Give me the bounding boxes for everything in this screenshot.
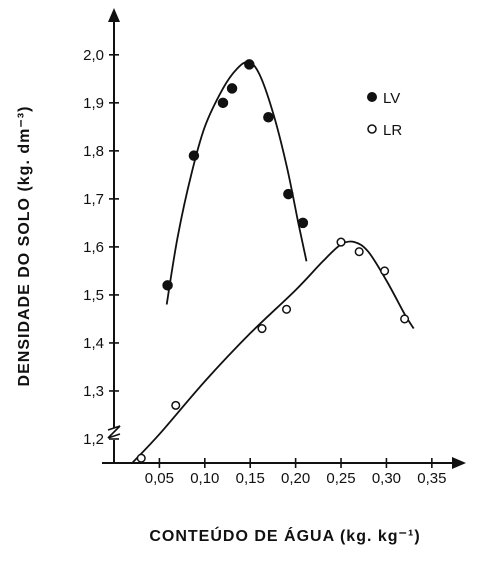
y-tick-label: 1,7 [83, 191, 104, 208]
fit-curve-lr [131, 240, 415, 464]
x-axis-title: CONTEÚDO DE ÁGUA (kg. kg⁻¹) [149, 526, 420, 545]
data-point-lr [354, 247, 364, 257]
legend-label-lv: LV [383, 90, 400, 107]
data-point-lv [162, 280, 173, 291]
data-point-lr [171, 400, 181, 410]
legend: LV LR [367, 90, 402, 139]
data-point-lr [336, 237, 346, 247]
x-axis-arrow [452, 457, 466, 469]
data-point-lv [297, 217, 309, 229]
x-tick-label: 0,20 [281, 470, 310, 487]
data-point-lr [380, 266, 390, 276]
y-tick-label: 1,3 [83, 383, 104, 400]
y-tick-label: 1,2 [83, 431, 104, 448]
data-point-lv [217, 97, 229, 109]
data-point-lr [281, 304, 292, 314]
y-tick-label: 1,4 [83, 335, 104, 352]
x-tick-label: 0,05 [145, 470, 174, 487]
x-tick-label: 0,30 [372, 470, 401, 487]
y-tick-label: 2,0 [83, 47, 104, 64]
data-point-lv [188, 150, 200, 161]
data-point-lr [136, 453, 146, 463]
legend-marker-lr [367, 124, 377, 134]
legend-label-lr: LR [383, 122, 402, 139]
axes [102, 8, 466, 469]
x-tick-label: 0,10 [190, 470, 219, 487]
fit-curves [131, 61, 415, 464]
y-tick-label: 1,6 [83, 239, 104, 256]
tick-labels: 0,05 0,10 0,15 0,20 0,25 0,30 0,35 1,2 1,3 1,4 1,5… [83, 47, 446, 487]
x-tick-label: 0,25 [326, 470, 355, 487]
data-point-lr [257, 323, 267, 334]
y-axis-break-mark [107, 425, 121, 439]
fit-curve-lv [165, 61, 308, 305]
data-point-lv [244, 59, 255, 70]
data-points [136, 59, 410, 463]
y-axis-title: DENSIDADE DO SOLO (kg. dm⁻³) [16, 106, 33, 387]
data-point-lv [226, 83, 238, 94]
tick-marks [109, 54, 433, 468]
x-tick-label: 0,35 [417, 470, 446, 487]
x-tick-label: 0,15 [236, 470, 265, 487]
data-point-lv [283, 188, 294, 200]
y-axis-arrow [108, 8, 120, 22]
y-tick-label: 1,9 [83, 95, 104, 112]
y-tick-label: 1,5 [83, 287, 104, 304]
y-tick-label: 1,8 [83, 143, 104, 160]
data-point-lr [400, 314, 410, 324]
legend-marker-lv [367, 92, 377, 102]
data-point-lv [263, 111, 274, 123]
